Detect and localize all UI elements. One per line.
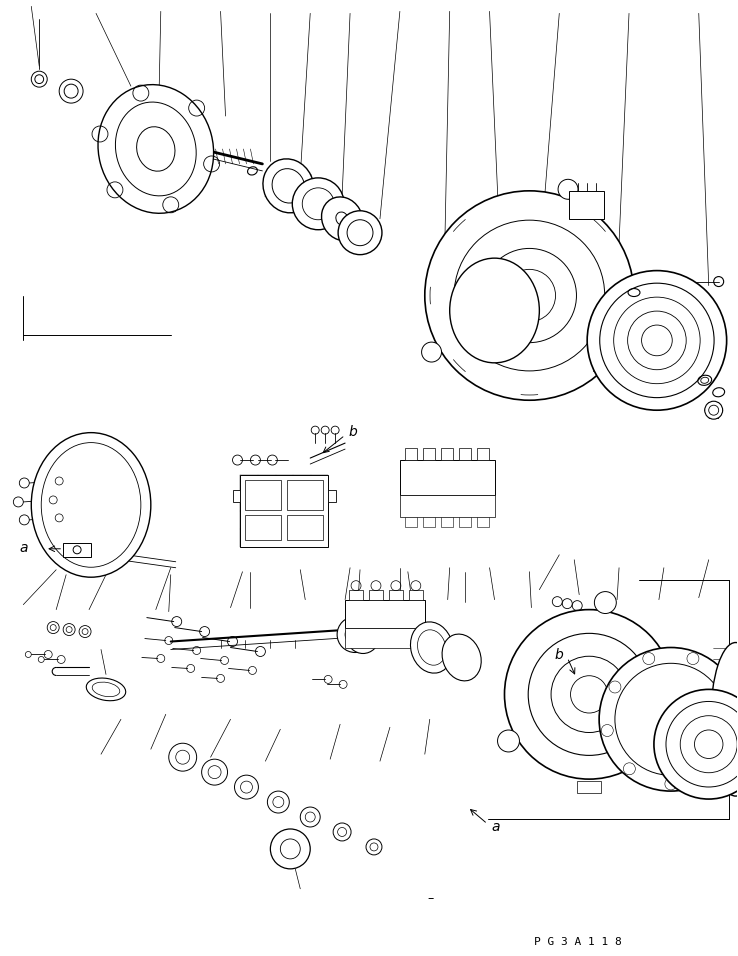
- Ellipse shape: [98, 85, 213, 213]
- Bar: [477, 517, 489, 527]
- Circle shape: [270, 829, 310, 869]
- Ellipse shape: [442, 634, 481, 681]
- Circle shape: [505, 610, 674, 779]
- Circle shape: [292, 178, 344, 229]
- Circle shape: [347, 621, 379, 654]
- Circle shape: [497, 730, 520, 752]
- Bar: [405, 517, 417, 527]
- Ellipse shape: [322, 197, 362, 241]
- Bar: [477, 448, 489, 460]
- Circle shape: [338, 210, 382, 254]
- Text: –: –: [428, 892, 434, 905]
- Circle shape: [267, 791, 289, 813]
- Text: b: b: [554, 648, 563, 663]
- Circle shape: [337, 617, 373, 653]
- Circle shape: [169, 743, 196, 771]
- Bar: [246, 480, 281, 510]
- Circle shape: [421, 342, 441, 362]
- Circle shape: [654, 689, 738, 799]
- Circle shape: [425, 191, 634, 401]
- Bar: [345, 599, 425, 627]
- Bar: [458, 517, 471, 527]
- Bar: [577, 781, 601, 793]
- Circle shape: [617, 342, 637, 362]
- Bar: [400, 495, 494, 517]
- Circle shape: [333, 823, 351, 841]
- Bar: [287, 515, 323, 540]
- Bar: [423, 517, 435, 527]
- Bar: [328, 490, 336, 502]
- Bar: [246, 515, 281, 540]
- Circle shape: [201, 759, 227, 785]
- Bar: [569, 191, 604, 219]
- Bar: [63, 543, 91, 556]
- Bar: [458, 448, 471, 460]
- Ellipse shape: [410, 622, 453, 673]
- Text: a: a: [19, 541, 28, 554]
- Bar: [441, 517, 452, 527]
- Circle shape: [235, 775, 258, 799]
- Circle shape: [587, 271, 727, 410]
- Bar: [241, 475, 328, 547]
- Circle shape: [659, 730, 680, 752]
- Circle shape: [599, 647, 738, 791]
- Bar: [232, 490, 241, 502]
- Bar: [389, 590, 403, 599]
- Bar: [409, 590, 423, 599]
- Text: b: b: [348, 425, 357, 439]
- Bar: [405, 448, 417, 460]
- Circle shape: [366, 839, 382, 855]
- Bar: [345, 627, 425, 647]
- Ellipse shape: [263, 159, 314, 213]
- Bar: [369, 590, 383, 599]
- Text: a: a: [492, 820, 500, 834]
- Ellipse shape: [31, 433, 151, 577]
- Bar: [400, 460, 494, 495]
- Ellipse shape: [711, 642, 738, 796]
- Bar: [423, 448, 435, 460]
- Circle shape: [558, 180, 578, 199]
- Circle shape: [705, 402, 723, 419]
- Ellipse shape: [86, 678, 125, 701]
- Ellipse shape: [449, 258, 539, 363]
- Circle shape: [594, 592, 616, 614]
- Text: P G 3 A 1 1 8: P G 3 A 1 1 8: [534, 937, 622, 946]
- Bar: [349, 590, 363, 599]
- Bar: [441, 448, 452, 460]
- Bar: [287, 480, 323, 510]
- Circle shape: [300, 807, 320, 827]
